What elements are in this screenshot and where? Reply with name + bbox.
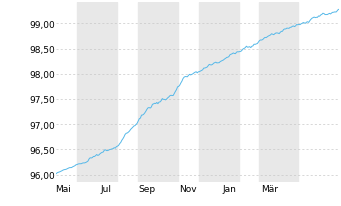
- Bar: [138, 3, 178, 182]
- Bar: [258, 3, 298, 182]
- Bar: [77, 3, 117, 182]
- Bar: [199, 3, 239, 182]
